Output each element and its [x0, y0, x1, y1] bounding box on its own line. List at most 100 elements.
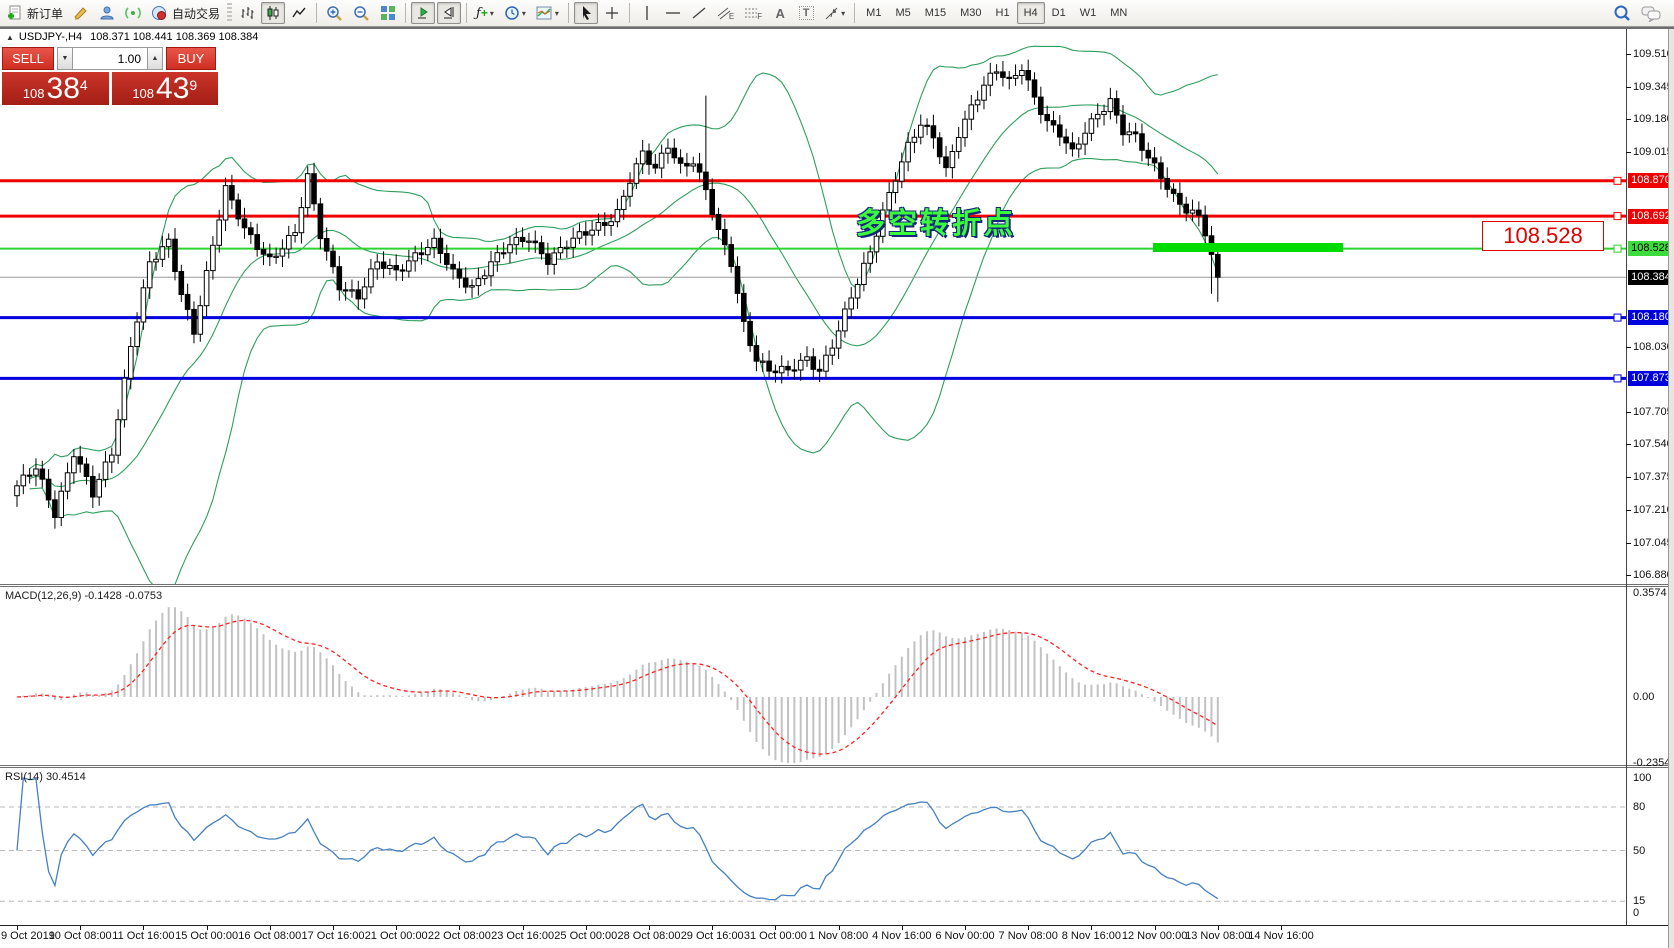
chevron-down-icon: ▾ [489, 8, 494, 18]
equidistant-channel-tool[interactable]: E [713, 2, 738, 24]
macd-label: MACD(12,26,9) -0.1428 -0.0753 [5, 590, 163, 602]
line-chart-button[interactable] [287, 2, 311, 24]
toolbar-grip [227, 3, 233, 23]
timeframe-m5[interactable]: M5 [895, 7, 911, 19]
new-order-button[interactable]: 新订单 [3, 2, 67, 24]
trendline-icon [692, 7, 706, 19]
time-tick-mark [965, 926, 966, 930]
price-level-badge: 108.528 [1628, 241, 1674, 256]
indicators-button[interactable]: ƒ + ▾ [472, 2, 498, 24]
zoom-in-button[interactable] [322, 2, 347, 24]
new-order-icon [8, 5, 21, 20]
volume-input[interactable] [73, 47, 147, 70]
volume-decrease-button[interactable]: ▼ [57, 47, 73, 70]
profile-icon [100, 6, 114, 20]
cursor-button[interactable] [573, 2, 598, 24]
chart-title: ▲ USDJPY-,H4 108.371 108.441 108.369 108… [6, 31, 258, 43]
buy-price-big: 43 [156, 72, 190, 105]
zoom-in-icon [327, 6, 342, 21]
crosshair-icon [605, 7, 618, 19]
sell-price-base: 108 [22, 86, 45, 101]
time-axis-label: 13 Nov 08:00 [1185, 930, 1251, 942]
price-tick-label: 109.345 [1633, 81, 1673, 93]
buy-price-base: 108 [132, 86, 155, 101]
price-level-badge: 108.870 [1628, 173, 1674, 188]
timeframe-m1[interactable]: M1 [866, 7, 882, 19]
timeframe-mn[interactable]: MN [1110, 7, 1128, 19]
rsi-axis-label: 100 [1633, 772, 1652, 784]
timeframe-group: M1 M5 M15 M30 H1 H4 D1 W1 MN [859, 2, 1134, 24]
time-axis-label: 21 Oct 00:00 [364, 930, 428, 942]
tile-windows-button[interactable] [376, 2, 400, 24]
time-tick-mark [269, 926, 271, 930]
rsi-axis-label: 50 [1633, 845, 1646, 857]
periods-button[interactable]: ▾ [500, 2, 530, 24]
auto-scroll-icon [418, 7, 428, 19]
buy-button[interactable]: BUY [166, 47, 216, 70]
zoom-out-button[interactable] [349, 2, 374, 24]
pane-resizer-macd[interactable] [0, 584, 1674, 587]
signals-button[interactable] [121, 2, 145, 24]
channel-letter: E [728, 11, 735, 21]
templates-button[interactable]: ▾ [532, 2, 563, 24]
price-tick-label: 109.180 [1633, 113, 1673, 125]
candlestick-chart-icon [267, 6, 279, 20]
price-tick-mark [1626, 119, 1631, 120]
sell-button[interactable]: SELL [2, 47, 54, 70]
price-axis-border [1626, 28, 1627, 925]
timeframe-h1[interactable]: H1 [995, 7, 1010, 19]
window-scroll-strip[interactable] [1668, 0, 1674, 948]
bar-chart-icon [241, 7, 254, 19]
time-tick-mark [838, 926, 840, 930]
candlestick-chart-button[interactable] [261, 2, 286, 24]
rsi-pane[interactable] [0, 768, 1626, 925]
horizontal-line-tool[interactable] [661, 2, 685, 24]
vertical-line-tool[interactable] [635, 2, 659, 24]
price-tick-label: 107.375 [1633, 471, 1673, 483]
crosshair-style-button[interactable] [69, 2, 93, 24]
crosshair-button[interactable] [600, 2, 624, 24]
window-border [0, 27, 1674, 29]
main-price-chart[interactable] [0, 28, 1626, 584]
channel-icon [717, 7, 731, 20]
macd-axis-label: 0.00 [1633, 691, 1655, 703]
time-tick-mark [901, 926, 903, 930]
fibonacci-tool[interactable]: F [740, 2, 766, 24]
chart-annotation-text[interactable]: 多空转折点 [856, 208, 1017, 240]
time-tick-mark [585, 926, 587, 930]
search-button[interactable] [1609, 2, 1635, 24]
timeframe-m30[interactable]: M30 [960, 7, 982, 19]
time-axis-label: 10 Oct 08:00 [48, 930, 112, 942]
timeframe-d1[interactable]: D1 [1051, 7, 1066, 19]
pane-resizer-rsi[interactable] [0, 765, 1674, 768]
time-axis[interactable]: 9 Oct 2019 10 Oct 08:00 11 Oct 16:00 15 Oct… [0, 925, 1668, 948]
buy-price-button[interactable]: 108 43 9 [111, 72, 218, 105]
volume-increase-button[interactable]: ▲ [147, 47, 163, 70]
sell-price-button[interactable]: 108 38 4 [2, 72, 109, 105]
timeframe-m15[interactable]: M15 [924, 7, 947, 19]
collapse-quote-panel-arrow[interactable]: ▲ [6, 32, 14, 42]
price-tick-label: 107.045 [1633, 537, 1673, 549]
macd-pane[interactable] [0, 587, 1626, 765]
price-callout-box[interactable]: 108.528 [1482, 221, 1604, 251]
bar-chart-button[interactable] [235, 2, 259, 24]
chart-shift-button[interactable] [437, 2, 462, 24]
auto-trading-button[interactable]: 自动交易 [147, 2, 224, 24]
profiles-button[interactable] [95, 2, 119, 24]
timeframe-h4[interactable]: H4 [1016, 2, 1045, 24]
time-tick-mark [206, 926, 208, 930]
price-tick-label: 106.880 [1633, 569, 1673, 581]
tile-windows-icon [381, 6, 396, 20]
price-level-badge: 108.692 [1628, 209, 1674, 224]
arrows-tool[interactable]: ▾ [820, 2, 849, 24]
text-label-tool[interactable]: T [794, 2, 818, 24]
trendline-tool[interactable] [687, 2, 711, 24]
time-axis-label: 29 Oct 16:00 [680, 930, 744, 942]
support-zone-rectangle[interactable] [1153, 243, 1343, 252]
chat-button[interactable] [1637, 2, 1665, 24]
text-tool[interactable]: A [768, 2, 792, 24]
timeframe-w1[interactable]: W1 [1079, 7, 1097, 19]
auto-scroll-button[interactable] [411, 2, 436, 24]
